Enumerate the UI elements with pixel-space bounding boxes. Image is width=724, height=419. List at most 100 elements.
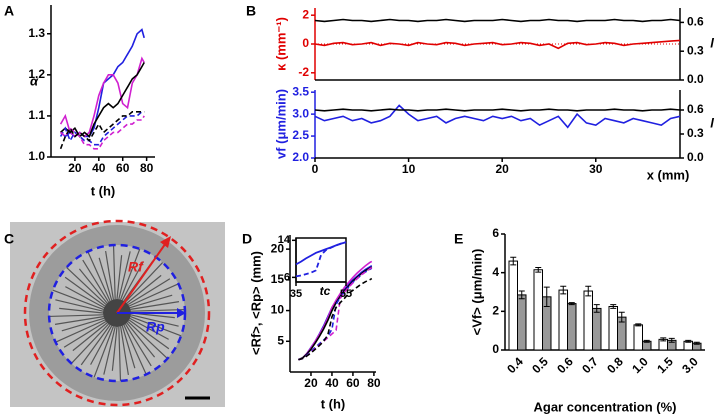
line (298, 277, 373, 361)
line (314, 18, 681, 23)
bar (567, 303, 577, 351)
error-bar (618, 311, 625, 323)
line (60, 62, 145, 138)
y-axis-label: <Rf>, <Rp> (mm) (248, 251, 263, 355)
wrinkle (65, 286, 105, 309)
line (60, 115, 145, 150)
wrinkle (82, 259, 109, 303)
y-tick-label: 14 (278, 234, 291, 246)
y-tick-label: 1.0 (28, 149, 45, 163)
x-tick-label: 3.0 (679, 354, 701, 376)
y2-tick-label: 0.6 (687, 15, 704, 29)
wrinkle (126, 322, 156, 358)
y2-tick-label: 0.0 (687, 72, 704, 86)
wrinkle (55, 299, 104, 312)
x-axis-label: t (h) (91, 183, 116, 198)
wrinkle (125, 262, 164, 303)
y-tick-label: -2 (298, 65, 309, 79)
y-tick-label: 3.5 (292, 84, 309, 98)
wrinkle (121, 325, 136, 369)
x-tick-label: 35 (290, 288, 302, 300)
wrinkle (130, 301, 180, 310)
x-axis-label: Agar concentration (%) (533, 399, 676, 414)
bar (633, 324, 643, 351)
wrinkle (49, 314, 104, 318)
y-tick-label: 5 (277, 333, 284, 347)
wrinkle (130, 316, 182, 337)
line (298, 266, 373, 361)
x-tick-label: 30 (589, 162, 603, 176)
error-bar (593, 304, 600, 313)
wrinkle (87, 251, 111, 302)
y-tick-label: 0 (492, 342, 499, 356)
panel-label: E (454, 231, 463, 247)
error-bar (510, 256, 517, 266)
error-bar (543, 286, 550, 307)
x-tick-label: 0.5 (529, 354, 551, 376)
x-tick-label: 0 (312, 162, 319, 176)
y-axis-label: α (30, 73, 39, 88)
wrinkle (129, 317, 169, 340)
wrinkle (130, 314, 179, 327)
wrinkle (128, 283, 179, 307)
y-tick-label: 2 (302, 7, 309, 21)
wrinkle (93, 326, 114, 378)
x-tick-label: 40 (325, 376, 339, 390)
wrinkle (120, 248, 141, 300)
x-tick-label: 1.5 (654, 354, 676, 376)
y-tick-label: 2.0 (292, 150, 309, 164)
x-tick-label: 80 (367, 376, 381, 390)
panel-label: D (242, 231, 252, 247)
y-tick-label: 6 (492, 226, 499, 240)
rp-arrowhead (177, 308, 186, 318)
y-tick-label: 2 (492, 304, 499, 318)
y-tick-label: 1.1 (28, 108, 45, 122)
y2-tick-label: 0.6 (687, 102, 704, 116)
error-bar (610, 304, 617, 309)
wrinkle (130, 308, 185, 312)
wrinkle (118, 251, 131, 300)
wrinkle (59, 307, 104, 314)
wrinkle (61, 317, 105, 332)
x-axis-label: x (mm) (647, 167, 690, 182)
error-bar (560, 285, 567, 295)
y2-tick-label: 0.3 (687, 126, 704, 140)
annotation: tc (320, 284, 331, 298)
wrinkle (98, 257, 113, 301)
error-bar (685, 339, 692, 343)
y-axis-label: vf (μm/min) (273, 89, 288, 159)
x-tick-label: 0.6 (554, 354, 576, 376)
wrinkle (118, 326, 122, 381)
line (298, 266, 373, 361)
error-bar (660, 337, 667, 342)
bar (517, 294, 527, 351)
wrinkle (123, 324, 147, 375)
wrinkle (120, 326, 129, 376)
wrinkle (55, 319, 106, 343)
y2-axis-label: l (710, 115, 714, 130)
bar (608, 306, 618, 351)
wrinkle (66, 266, 107, 305)
bar (558, 289, 568, 351)
x-tick-label: 0.4 (504, 354, 526, 376)
error-bar (518, 290, 525, 300)
wrinkle (63, 321, 107, 348)
error-bar (568, 302, 575, 306)
x-tick-label: 80 (140, 161, 154, 175)
y2-axis-label: l (710, 35, 714, 50)
x-tick-label: 20 (304, 376, 318, 390)
bar (533, 269, 543, 351)
wrinkle (78, 268, 108, 304)
y-tick-label: 1.2 (28, 67, 45, 81)
error-bar (535, 266, 542, 273)
error-bar (693, 341, 700, 345)
wrinkle (116, 255, 123, 300)
line (59, 111, 145, 150)
wrinkle (70, 323, 109, 364)
wrinkle (125, 323, 152, 367)
y-axis-label: κ (mm⁻¹) (273, 17, 288, 71)
y-tick-label: 15 (271, 272, 285, 286)
wrinkle (72, 322, 108, 352)
y2-tick-label: 0.0 (687, 150, 704, 164)
